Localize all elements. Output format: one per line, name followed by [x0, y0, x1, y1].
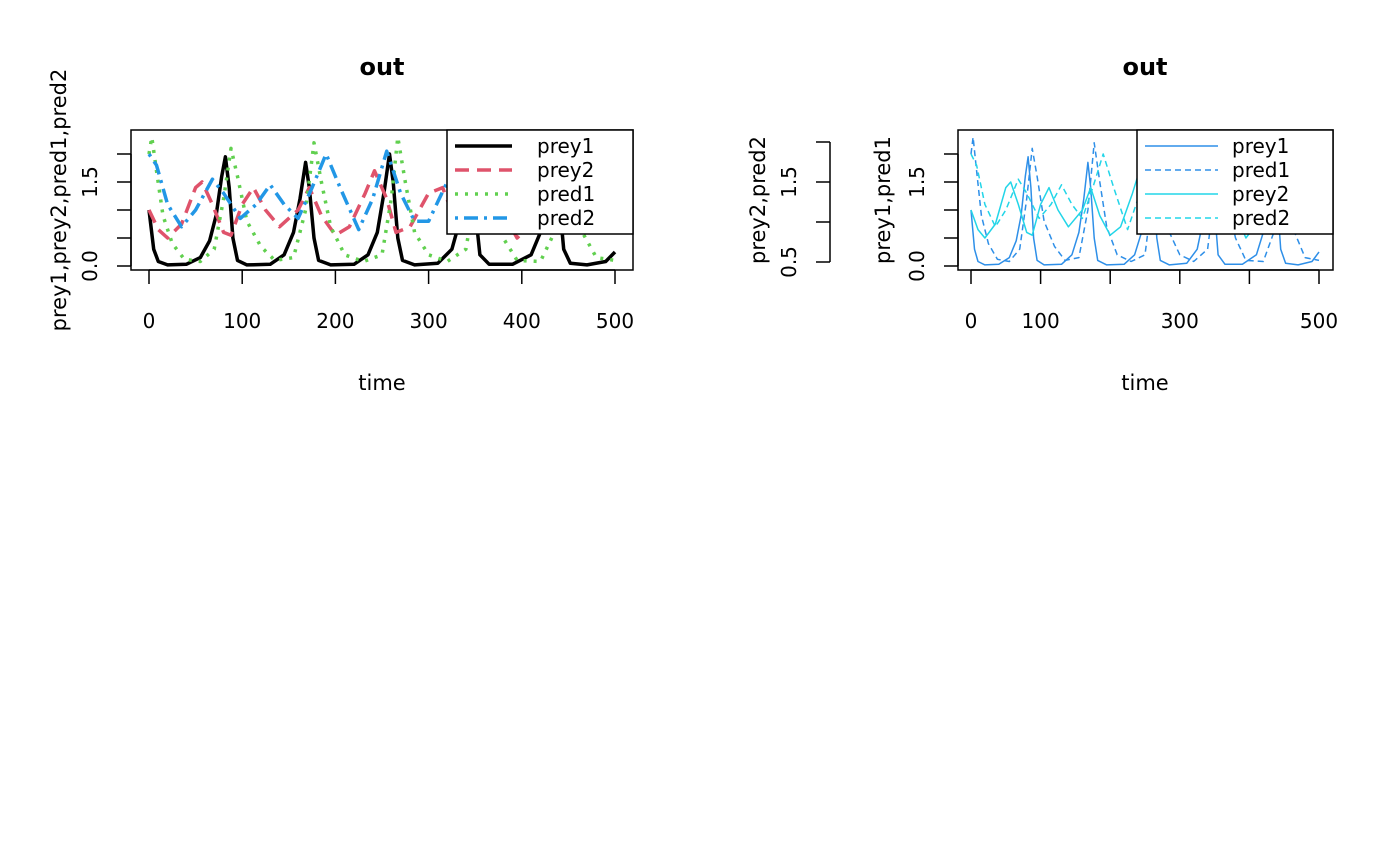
right-ylabel: prey1,pred1: [871, 136, 895, 264]
x-tick-label: 200: [316, 309, 354, 333]
x-tick-label: 100: [223, 309, 261, 333]
y-tick-label: 0.0: [905, 250, 929, 282]
legend-label-prey2: prey2: [537, 158, 594, 182]
x-tick-label: 300: [410, 309, 448, 333]
right-axes: 0 100 300 500 0.0 1.5 0.5 1.5: [777, 141, 1338, 333]
right-panel: out time prey1,pred1 prey2,pred2 0 100 300…: [746, 53, 1338, 395]
right-ylabel2: prey2,pred2: [746, 136, 770, 264]
right-xlabel: time: [1121, 371, 1168, 395]
x-tick-label: 400: [503, 309, 541, 333]
legend-label-pred1: pred1: [537, 182, 595, 206]
series-line-pred1: [970, 136, 1320, 263]
y-tick-label: 1.5: [78, 166, 102, 198]
legend-label-pred1: pred1: [1232, 158, 1290, 182]
y-tick-label: 1.5: [905, 166, 929, 198]
legend-label-prey2: prey2: [1232, 182, 1289, 206]
x-tick-label: 500: [1300, 309, 1338, 333]
left-ylabel: prey1,prey2,pred1,pred2: [47, 69, 71, 332]
legend-label-prey1: prey1: [537, 134, 594, 158]
x-tick-label: 0: [143, 309, 156, 333]
series-line-pred1: [147, 135, 616, 264]
y2-tick-label: 0.5: [777, 246, 801, 278]
x-tick-label: 300: [1161, 309, 1199, 333]
legend-label-pred2: pred2: [537, 206, 595, 230]
x-tick-label: 500: [596, 309, 634, 333]
y-tick-label: 0.0: [78, 250, 102, 282]
right-title: out: [1122, 53, 1167, 81]
x-tick-label: 0: [965, 309, 978, 333]
left-axes: 0 100 200 300 400 500 0.0 1.5: [78, 153, 634, 333]
left-xlabel: time: [358, 371, 405, 395]
series-line-prey1: [970, 153, 1320, 266]
left-title: out: [359, 53, 404, 81]
x-tick-label: 100: [1022, 309, 1060, 333]
legend-label-prey1: prey1: [1232, 134, 1289, 158]
series-line-prey1: [147, 152, 617, 267]
left-panel: out time prey1,prey2,pred1,pred2 0 100 200…: [47, 53, 634, 395]
y2-tick-label: 1.5: [777, 166, 801, 198]
legend-label-pred2: pred2: [1232, 206, 1290, 230]
right-legend-box: [1136, 129, 1334, 235]
